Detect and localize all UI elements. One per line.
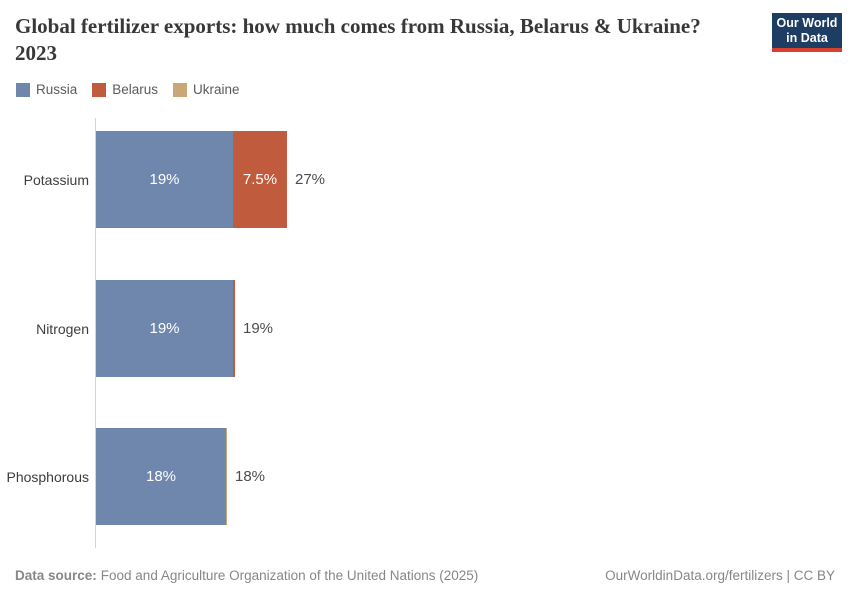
- segment-value-label: 19%: [149, 171, 180, 188]
- bar-row-nitrogen: Nitrogen 19% 19%: [0, 280, 850, 377]
- footer-source: Data source: Food and Agriculture Organiz…: [15, 568, 478, 583]
- total-value-label: 27%: [295, 171, 326, 188]
- legend-label: Belarus: [112, 82, 159, 97]
- data-source-label: Data source:: [15, 568, 97, 583]
- owid-logo-line1: Our World: [776, 15, 838, 30]
- legend-label: Ukraine: [193, 82, 240, 97]
- legend: Russia Belarus Ukraine: [16, 82, 255, 97]
- bar-row-potassium: Potassium 19% 7.5% 27%: [0, 131, 850, 228]
- bar-segment-belarus[interactable]: [233, 280, 235, 377]
- total-value-label: 19%: [243, 320, 274, 337]
- data-source-text: Food and Agriculture Organization of the…: [100, 568, 479, 583]
- owid-logo[interactable]: Our World in Data: [772, 13, 842, 52]
- legend-swatch-belarus: [92, 82, 107, 97]
- bar-strip: 18% 18%: [96, 428, 265, 525]
- legend-swatch-ukraine: [173, 82, 188, 97]
- segment-value-label: 19%: [149, 320, 180, 337]
- legend-item-belarus[interactable]: Belarus: [92, 82, 158, 97]
- bar-strip: 19% 19%: [96, 280, 273, 377]
- bar-segment-belarus[interactable]: 7.5%: [233, 131, 287, 228]
- chart-title: Global fertilizer exports: how much come…: [15, 14, 701, 65]
- legend-swatch-russia: [16, 82, 30, 97]
- y-axis-line: [95, 118, 96, 548]
- bar-segment-russia[interactable]: 19%: [96, 280, 233, 377]
- category-label: Nitrogen: [36, 320, 89, 337]
- segment-value-label: 7.5%: [242, 171, 278, 188]
- footer-link[interactable]: OurWorldinData.org/fertilizers | CC BY: [605, 568, 835, 583]
- category-label: Potassium: [23, 171, 89, 188]
- bar-row-phosphorous: Phosphorous 18% 18%: [0, 428, 850, 525]
- legend-item-ukraine[interactable]: Ukraine: [173, 82, 240, 97]
- category-label: Phosphorous: [6, 468, 89, 485]
- owid-logo-line2: in Data: [786, 30, 828, 45]
- footer: Data source: Food and Agriculture Organiz…: [15, 568, 835, 583]
- bar-strip: 19% 7.5% 27%: [96, 131, 325, 228]
- legend-item-russia[interactable]: Russia: [16, 82, 77, 97]
- segment-value-label: 18%: [145, 468, 177, 485]
- bar-segment-ukraine[interactable]: [226, 428, 227, 525]
- bar-segment-russia[interactable]: 18%: [96, 428, 226, 525]
- bar-segment-russia[interactable]: 19%: [96, 131, 233, 228]
- total-value-label: 18%: [235, 468, 266, 485]
- legend-label: Russia: [36, 82, 78, 97]
